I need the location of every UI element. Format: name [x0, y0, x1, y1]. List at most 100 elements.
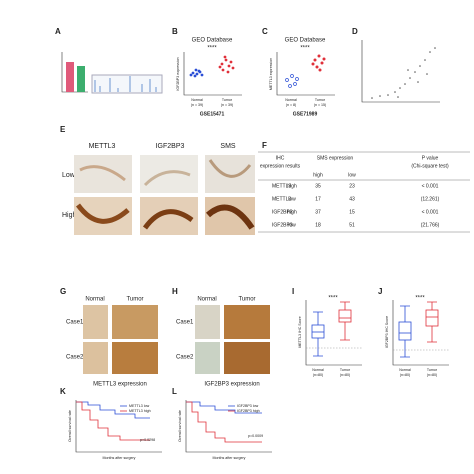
caption: IGF2BP3 expression [204, 382, 259, 388]
title: GEO Database [192, 38, 233, 44]
panel-label: C [262, 27, 268, 36]
table-cell: METTL3 [272, 183, 291, 189]
significance: **** [415, 296, 425, 302]
panel-k: Overall survival rate Months after surge… [68, 400, 162, 460]
panel-e: METTL3 IGF2BP3 SMS Low High [62, 143, 255, 235]
table-cell: 18 [315, 222, 321, 228]
table-subheader: high [313, 172, 323, 178]
panel-label: L [172, 387, 177, 396]
dataset: GSE15471 [200, 111, 225, 117]
y-label: METTL3 expression [269, 58, 273, 90]
column-label: METTL3 [89, 143, 116, 150]
table-cell: low [288, 222, 296, 228]
row-label: Case2 [176, 355, 194, 361]
panel-b: GEO Database **** IGF2BP3 expression Nor… [176, 38, 242, 117]
x-count: (n = 39) [191, 103, 204, 107]
table-cell: 17 [315, 196, 321, 202]
table-header: SMS expression [317, 155, 354, 161]
legend-label: METTL3 high [129, 409, 151, 413]
table-cell: high [287, 209, 297, 215]
panel-label: F [262, 141, 267, 150]
x-label: Tumor [340, 368, 351, 372]
table-header: IHC [276, 155, 285, 161]
table-cell: < 0.001 [422, 183, 439, 189]
table-cell: IGF2BP3 [272, 222, 293, 228]
column-label: Normal [85, 297, 104, 303]
table-cell: METTL3 [272, 196, 291, 202]
x-label: Tumor [315, 98, 326, 102]
p-value: p=0.0009 [248, 434, 263, 438]
table-cell: IGF2BP3 [272, 209, 293, 215]
panel-labels: A B C D E F G H I J K L [55, 27, 382, 396]
table-cell: 23 [349, 183, 355, 189]
x-label: Normal [191, 98, 203, 102]
x-label: Tumor [222, 98, 233, 102]
row-label: High [62, 212, 77, 219]
table-cell: high [287, 183, 297, 189]
x-count: (n = 8) [286, 103, 297, 107]
panel-label: H [172, 287, 178, 296]
table-cell: 51 [349, 222, 355, 228]
panel-label: G [60, 287, 66, 296]
significance: **** [328, 296, 338, 302]
x-label: Normal [312, 368, 324, 372]
table-cell: (12.261) [421, 196, 440, 202]
table-subheader: low [348, 172, 356, 178]
y-label: METTL3 IHC Score [298, 316, 302, 347]
panel-l: Overall survival rate Months after surge… [178, 400, 272, 460]
dataset: GSE71989 [293, 111, 318, 117]
panel-label: B [172, 27, 178, 36]
y-label: Overall survival rate [68, 410, 72, 442]
panel-label: D [352, 27, 358, 36]
row-label: Case1 [66, 320, 84, 326]
row-label: Case1 [176, 320, 194, 326]
x-label: Normal [399, 368, 411, 372]
x-count: (n=80) [427, 373, 438, 377]
panel-i: **** METTL3 IHC Score Normal (n=80) Tumo… [298, 296, 362, 377]
x-count: (n=80) [313, 373, 324, 377]
column-label: SMS [220, 143, 236, 150]
y-label: Overall survival rate [178, 410, 182, 442]
table-cell: 35 [315, 183, 321, 189]
row-label: Case2 [66, 355, 84, 361]
table-cell: low [288, 196, 296, 202]
panel-f-table: IHC expression results SMS expression P … [258, 151, 470, 233]
caption: METTL3 expression [93, 382, 147, 388]
column-label: Normal [197, 297, 216, 303]
y-label: IGF2BP3 expression [176, 57, 180, 90]
table-cell: 43 [349, 196, 355, 202]
table-header: expression results [260, 163, 301, 169]
panel-j: **** IGF2BP3 IHC Score Normal (n=80) Tum… [385, 296, 449, 377]
table-cell: < 0.001 [422, 209, 439, 215]
table-cell: (21.766) [421, 222, 440, 228]
y-label: IGF2BP3 IHC Score [385, 316, 389, 348]
panel-label: I [292, 287, 294, 296]
column-label: Tumor [126, 297, 143, 303]
panel-label: A [55, 27, 61, 36]
panel-label: K [60, 387, 66, 396]
panel-d-image [361, 40, 440, 103]
panel-g: Normal Tumor Case1 Case2 METTL3 expressi… [66, 297, 158, 388]
table-cell: 15 [349, 209, 355, 215]
x-label: Months after surgery [103, 456, 136, 460]
row-label: Low [62, 172, 76, 179]
p-value: p=0.0298 [140, 438, 155, 442]
panel-h: Normal Tumor Case1 Case2 IGF2BP3 express… [176, 297, 270, 388]
significance: **** [300, 46, 310, 52]
panel-label: E [60, 125, 66, 134]
panel-label: J [378, 287, 382, 296]
title: GEO Database [285, 38, 326, 44]
column-label: Tumor [238, 297, 255, 303]
legend-label: METTL3 low [129, 404, 150, 408]
legend-label: IGF2BP3 low [237, 404, 259, 408]
column-label: IGF2BP3 [156, 143, 185, 150]
x-label: Months after surgery [213, 456, 246, 460]
table-header: (Chi-square test) [411, 163, 449, 169]
x-label: Tumor [427, 368, 438, 372]
panel-a-image [61, 52, 163, 94]
x-count: (n=80) [340, 373, 351, 377]
legend-label: IGF2BP3 high [237, 409, 260, 413]
x-count: (n = 39) [221, 103, 234, 107]
table-cell: 37 [315, 209, 321, 215]
